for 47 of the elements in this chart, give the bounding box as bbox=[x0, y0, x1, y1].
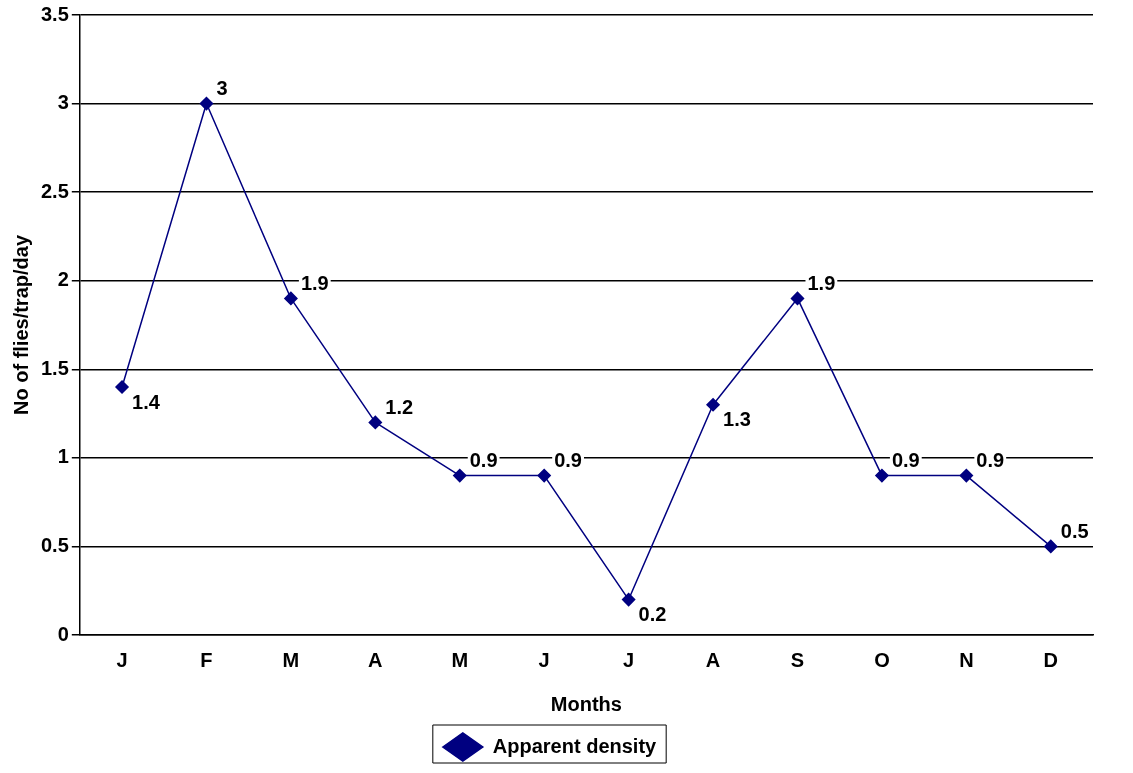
data-label: 0.2 bbox=[638, 603, 667, 626]
y-tick-label: 2.5 bbox=[40, 179, 69, 202]
y-tick-label: 0 bbox=[57, 622, 69, 645]
data-label: 0.9 bbox=[554, 449, 582, 472]
data-label: 0.9 bbox=[891, 449, 920, 472]
data-label: 0.9 bbox=[469, 449, 498, 472]
x-tick-label: J bbox=[116, 648, 128, 671]
point bbox=[537, 468, 551, 483]
x-axis-title: Months bbox=[550, 692, 622, 715]
data-label: 1.2 bbox=[385, 395, 414, 418]
x-tick-label: A bbox=[705, 648, 721, 671]
point bbox=[875, 468, 889, 483]
legend-label: Apparent density bbox=[492, 734, 658, 757]
y-tick-label: 1.5 bbox=[40, 356, 69, 379]
data-label: 1.9 bbox=[807, 271, 836, 294]
point bbox=[706, 397, 720, 412]
data-label: 0.5 bbox=[1060, 519, 1089, 542]
point bbox=[284, 291, 298, 306]
x-tick-label: M bbox=[282, 648, 300, 671]
point bbox=[959, 468, 974, 483]
x-tick-label: J bbox=[623, 648, 635, 671]
x-tick-label: F bbox=[200, 648, 213, 671]
y-tick-label: 1 bbox=[57, 445, 69, 468]
point bbox=[199, 96, 214, 111]
point bbox=[790, 291, 805, 306]
x-tick-label: J bbox=[538, 648, 550, 671]
x-tick-label: D bbox=[1043, 648, 1059, 671]
x-tick-label: N bbox=[959, 648, 974, 671]
point bbox=[453, 468, 467, 483]
y-tick-label: 3.5 bbox=[40, 2, 69, 25]
y-tick-label: 3 bbox=[57, 91, 69, 114]
x-tick-label: M bbox=[451, 648, 469, 671]
data-label: 0.9 bbox=[976, 449, 1005, 472]
point bbox=[1044, 539, 1058, 554]
data-label: 1.3 bbox=[723, 408, 751, 431]
y-axis-title: No of flies/trap/day bbox=[9, 234, 32, 416]
x-tick-label: S bbox=[790, 648, 805, 671]
y-tick-label: 2 bbox=[57, 268, 69, 291]
y-tick-label: 0.5 bbox=[40, 533, 69, 556]
point bbox=[368, 415, 383, 430]
x-tick-label: O bbox=[874, 648, 890, 671]
data-label: 3 bbox=[216, 77, 228, 100]
point bbox=[621, 592, 636, 607]
data-label: 1.4 bbox=[132, 390, 161, 413]
data-label: 1.9 bbox=[300, 271, 329, 294]
point bbox=[115, 380, 129, 394]
x-tick-label: A bbox=[368, 648, 383, 671]
